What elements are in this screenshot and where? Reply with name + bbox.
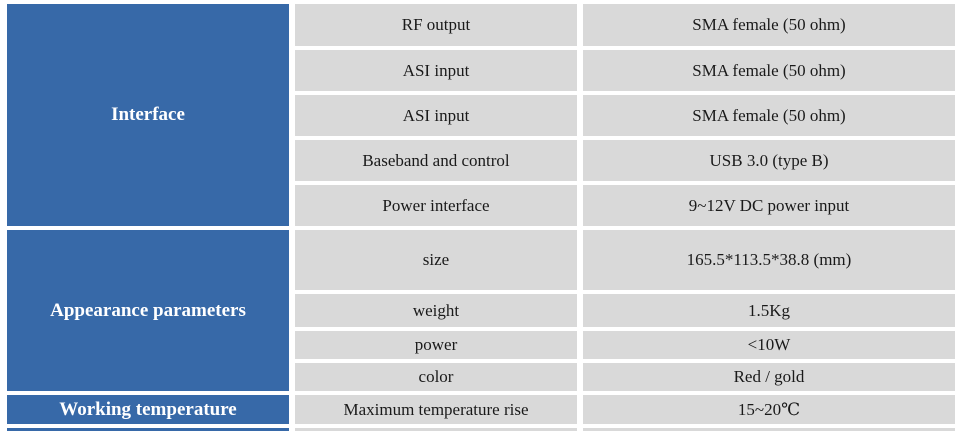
value-cell-power: <10W bbox=[583, 331, 955, 359]
param-cell-maximum-temperature-rise: Maximum temperature rise bbox=[295, 395, 577, 424]
group-cell-interface: Interface bbox=[7, 4, 289, 226]
param-cell-size: size bbox=[295, 230, 577, 290]
group-cell-appearance-parameters: Appearance parameters bbox=[7, 230, 289, 391]
param-cell-weight: weight bbox=[295, 294, 577, 327]
value-cell-power-interface: 9~12V DC power input bbox=[583, 185, 955, 226]
value-cell-maximum-temperature-rise: 15~20℃ bbox=[583, 395, 955, 424]
value-cell-baseband-and-control: USB 3.0 (type B) bbox=[583, 140, 955, 181]
param-cell-asi-input-1: ASI input bbox=[295, 50, 577, 91]
value-cell-color: Red / gold bbox=[583, 363, 955, 391]
value-cell-size: 165.5*113.5*38.8 (mm) bbox=[583, 230, 955, 290]
value-cell-rf-output: SMA female (50 ohm) bbox=[583, 4, 955, 46]
value-cell-asi-input-2: SMA female (50 ohm) bbox=[583, 95, 955, 136]
value-cell-asi-input-1: SMA female (50 ohm) bbox=[583, 50, 955, 91]
cutoff-row-param-sliver bbox=[295, 428, 577, 431]
value-cell-weight: 1.5Kg bbox=[583, 294, 955, 327]
cutoff-row-value-sliver bbox=[583, 428, 955, 431]
param-cell-baseband-and-control: Baseband and control bbox=[295, 140, 577, 181]
param-cell-color: color bbox=[295, 363, 577, 391]
param-cell-power-interface: Power interface bbox=[295, 185, 577, 226]
param-cell-asi-input-2: ASI input bbox=[295, 95, 577, 136]
param-cell-rf-output: RF output bbox=[295, 4, 577, 46]
param-cell-power: power bbox=[295, 331, 577, 359]
specification-table: Interface Appearance parameters Working … bbox=[7, 4, 955, 431]
group-cell-working-temperature: Working temperature bbox=[7, 395, 289, 424]
cutoff-row-group-sliver bbox=[7, 428, 289, 431]
